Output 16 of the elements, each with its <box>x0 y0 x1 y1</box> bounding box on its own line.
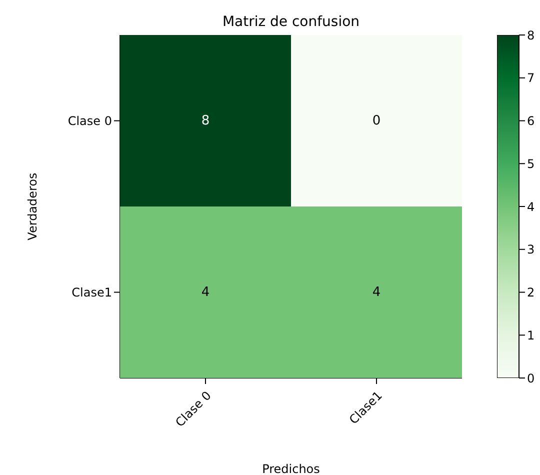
chart-title: Matriz de confusion <box>222 14 360 30</box>
data-label: 4 <box>201 284 210 300</box>
data-label: 8 <box>201 113 210 128</box>
color-bar-label: 0 <box>527 371 535 386</box>
color-bar-label: 7 <box>527 71 535 86</box>
data-label: 4 <box>372 284 381 300</box>
color-bar-label: 8 <box>527 28 535 42</box>
y-axis-title: Verdaderos <box>25 172 40 240</box>
color-bar-label: 6 <box>527 114 535 128</box>
color-bar-label: 3 <box>527 242 535 257</box>
color-bar-label: 4 <box>527 200 535 214</box>
color-bar-label: 1 <box>527 328 535 342</box>
data-label: 0 <box>372 113 381 128</box>
color-bar-label: 5 <box>527 156 535 171</box>
x-axis-title: Predichos <box>262 462 320 475</box>
color-bar-label: 2 <box>527 286 535 300</box>
